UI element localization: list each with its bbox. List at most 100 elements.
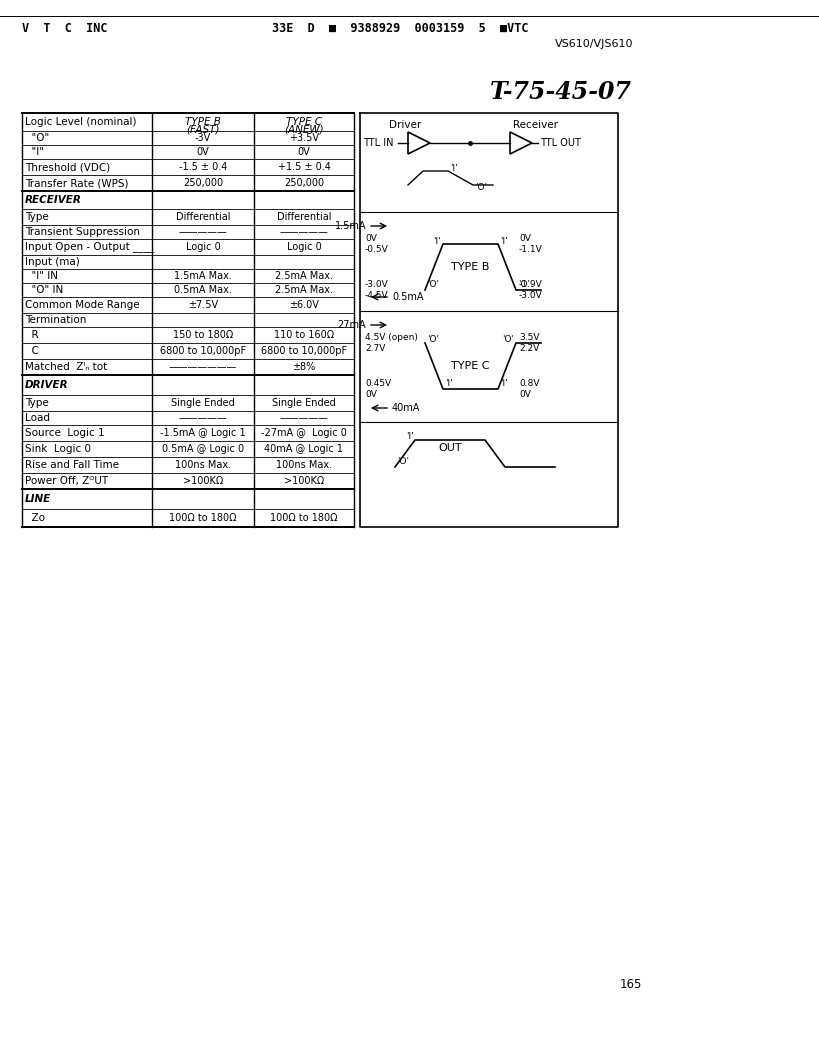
Text: Type: Type bbox=[25, 212, 49, 222]
Text: 110 to 160Ω: 110 to 160Ω bbox=[274, 329, 334, 340]
Text: OUT: OUT bbox=[438, 444, 462, 453]
Text: Common Mode Range: Common Mode Range bbox=[25, 300, 139, 310]
Text: VS610/VJS610: VS610/VJS610 bbox=[555, 39, 634, 49]
Text: Input Open - Output ____: Input Open - Output ____ bbox=[25, 242, 154, 252]
Text: Transfer Rate (WPS): Transfer Rate (WPS) bbox=[25, 178, 129, 188]
Text: Input (ma): Input (ma) bbox=[25, 257, 79, 267]
Text: Load: Load bbox=[25, 413, 50, 423]
Text: Logic 0: Logic 0 bbox=[186, 242, 220, 252]
Text: 'O': 'O' bbox=[502, 335, 514, 344]
Text: -27mA @  Logic 0: -27mA @ Logic 0 bbox=[261, 428, 347, 438]
Text: "O" IN: "O" IN bbox=[25, 285, 63, 295]
Text: >100KΩ: >100KΩ bbox=[183, 476, 223, 486]
Text: Driver: Driver bbox=[389, 120, 421, 130]
Text: -3.0V
-4.5V: -3.0V -4.5V bbox=[365, 280, 389, 300]
Text: —————: ————— bbox=[179, 227, 228, 237]
Text: ±7.5V: ±7.5V bbox=[188, 300, 218, 310]
Text: 0V
-1.1V: 0V -1.1V bbox=[519, 234, 543, 254]
Text: Termination: Termination bbox=[25, 315, 86, 325]
Text: ———————: ——————— bbox=[169, 362, 238, 372]
Text: Zo: Zo bbox=[25, 513, 45, 523]
Text: Single Ended: Single Ended bbox=[272, 398, 336, 408]
Text: DRIVER: DRIVER bbox=[25, 380, 69, 390]
Text: 6800 to 10,000pF: 6800 to 10,000pF bbox=[261, 346, 347, 356]
Text: 0.45V
0V: 0.45V 0V bbox=[365, 379, 391, 399]
Text: Threshold (VDC): Threshold (VDC) bbox=[25, 162, 111, 172]
Text: 100ns Max.: 100ns Max. bbox=[276, 460, 332, 470]
Text: Logic Level (nominal): Logic Level (nominal) bbox=[25, 117, 137, 127]
Text: Power Off, ZᴼUT: Power Off, ZᴼUT bbox=[25, 476, 108, 486]
Text: 150 to 180Ω: 150 to 180Ω bbox=[173, 329, 233, 340]
Text: 'I': 'I' bbox=[450, 164, 458, 173]
Text: 'O': 'O' bbox=[397, 457, 409, 466]
Text: TYPE C: TYPE C bbox=[286, 117, 322, 127]
Text: 27mA: 27mA bbox=[337, 320, 366, 329]
Text: TYPE C: TYPE C bbox=[451, 361, 490, 371]
Text: V  T  C  INC: V T C INC bbox=[22, 21, 107, 35]
Text: ±8%: ±8% bbox=[292, 362, 315, 372]
Text: -1.9V
-3.0V: -1.9V -3.0V bbox=[519, 280, 543, 300]
Text: "O": "O" bbox=[25, 133, 49, 143]
Text: -1.5mA @ Logic 1: -1.5mA @ Logic 1 bbox=[161, 428, 246, 438]
Text: Logic 0: Logic 0 bbox=[287, 242, 321, 252]
Text: 165: 165 bbox=[620, 979, 642, 992]
Text: >100KΩ: >100KΩ bbox=[284, 476, 324, 486]
Text: Sink  Logic 0: Sink Logic 0 bbox=[25, 444, 91, 454]
Text: RECEIVER: RECEIVER bbox=[25, 195, 82, 205]
Text: 2.5mA Max.: 2.5mA Max. bbox=[275, 271, 333, 281]
Text: 'I': 'I' bbox=[406, 432, 414, 441]
Text: Matched  Zᴵₙ tot: Matched Zᴵₙ tot bbox=[25, 362, 107, 372]
Text: 6800 to 10,000pF: 6800 to 10,000pF bbox=[160, 346, 246, 356]
Text: 1.5mA Max.: 1.5mA Max. bbox=[174, 271, 232, 281]
Text: 0.5mA Max.: 0.5mA Max. bbox=[174, 285, 232, 295]
Text: "I": "I" bbox=[25, 147, 44, 157]
Text: 'I': 'I' bbox=[445, 379, 453, 388]
Text: -1.5 ± 0.4: -1.5 ± 0.4 bbox=[179, 162, 227, 172]
Text: T-75-45-07: T-75-45-07 bbox=[490, 80, 632, 103]
Text: 'O': 'O' bbox=[518, 280, 530, 289]
Text: 100Ω to 180Ω: 100Ω to 180Ω bbox=[270, 513, 337, 523]
Text: Rise and Fall Time: Rise and Fall Time bbox=[25, 460, 119, 470]
Text: (ANEW): (ANEW) bbox=[284, 124, 324, 134]
Text: TYPE B: TYPE B bbox=[185, 117, 221, 127]
Text: Transient Suppression: Transient Suppression bbox=[25, 227, 140, 237]
Text: 0.8V
0V: 0.8V 0V bbox=[519, 379, 540, 399]
Text: R: R bbox=[25, 329, 38, 340]
Text: —————: ————— bbox=[179, 413, 228, 423]
Text: 0V
-0.5V: 0V -0.5V bbox=[365, 234, 389, 254]
Text: LINE: LINE bbox=[25, 494, 52, 504]
Text: +1.5 ± 0.4: +1.5 ± 0.4 bbox=[278, 162, 330, 172]
Text: 'I': 'I' bbox=[500, 379, 508, 388]
Text: (FAST): (FAST) bbox=[186, 124, 219, 134]
Text: 250,000: 250,000 bbox=[183, 178, 223, 188]
Text: Receiver: Receiver bbox=[513, 120, 558, 130]
Text: Type: Type bbox=[25, 398, 49, 408]
Text: "I" IN: "I" IN bbox=[25, 271, 58, 281]
Text: 0V: 0V bbox=[297, 147, 310, 157]
Text: 'O': 'O' bbox=[427, 280, 439, 289]
Text: TTL OUT: TTL OUT bbox=[540, 138, 581, 148]
Text: Single Ended: Single Ended bbox=[171, 398, 235, 408]
Text: 4.5V (open)
2.7V: 4.5V (open) 2.7V bbox=[365, 333, 418, 353]
Text: 40mA: 40mA bbox=[392, 403, 420, 413]
Text: 250,000: 250,000 bbox=[284, 178, 324, 188]
Text: Differential: Differential bbox=[277, 212, 331, 222]
Text: -3V: -3V bbox=[195, 133, 211, 143]
Text: 33E  D  ■  9388929  0003159  5  ■VTC: 33E D ■ 9388929 0003159 5 ■VTC bbox=[272, 21, 528, 35]
Text: 0.5mA: 0.5mA bbox=[392, 293, 423, 302]
Text: 'I': 'I' bbox=[433, 237, 441, 246]
Text: Differential: Differential bbox=[176, 212, 230, 222]
Text: 1.5mA: 1.5mA bbox=[334, 221, 366, 231]
Text: TYPE B: TYPE B bbox=[451, 262, 490, 272]
Text: 'I': 'I' bbox=[500, 237, 508, 246]
Text: 'O': 'O' bbox=[475, 183, 487, 192]
Text: +3.5V: +3.5V bbox=[289, 133, 319, 143]
Text: 0V: 0V bbox=[197, 147, 210, 157]
Text: ±6.0V: ±6.0V bbox=[289, 300, 319, 310]
Text: 'O': 'O' bbox=[427, 335, 439, 344]
Text: Source  Logic 1: Source Logic 1 bbox=[25, 428, 105, 438]
Text: 3.5V
2.2V: 3.5V 2.2V bbox=[519, 333, 540, 353]
Text: 0.5mA @ Logic 0: 0.5mA @ Logic 0 bbox=[162, 444, 244, 454]
Text: —————: ————— bbox=[279, 227, 328, 237]
Text: 2.5mA Max.: 2.5mA Max. bbox=[275, 285, 333, 295]
